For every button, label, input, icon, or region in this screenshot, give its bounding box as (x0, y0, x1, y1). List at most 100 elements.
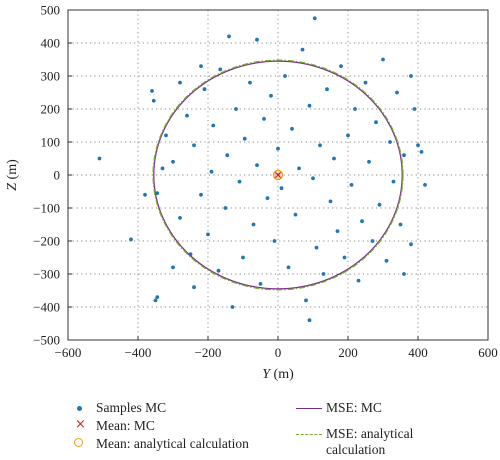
sample-point (339, 64, 343, 68)
legend-circle-icon (66, 436, 96, 452)
sample-point (211, 123, 216, 128)
y-axis-label-var: Z (5, 183, 20, 191)
y-tick-label: −100 (33, 201, 60, 216)
sample-point (321, 272, 326, 276)
sample-point (314, 245, 319, 250)
y-tick-label: 100 (41, 135, 61, 150)
sample-point (272, 239, 277, 243)
y-tick-label: −400 (33, 300, 60, 315)
sample-point (416, 143, 420, 148)
y-tick-label: 400 (41, 36, 61, 51)
x-tick-label: 400 (408, 345, 428, 360)
legend-label-mse-analytical-line1: MSE: analytical (326, 426, 414, 441)
legend-item-mse-mc: MSE: MC (296, 400, 382, 416)
sample-point (225, 153, 230, 158)
sample-point (155, 191, 160, 196)
x-tick-label: 200 (338, 345, 358, 360)
sample-point (377, 202, 382, 207)
x-axis-label-unit: (m) (270, 367, 294, 382)
sample-point (151, 98, 156, 103)
sample-point (332, 156, 336, 161)
y-axis-label-unit: (m) (5, 159, 20, 183)
sample-point (363, 80, 368, 85)
sample-point (402, 272, 406, 276)
legend-item-mean-analytical: Mean: analytical calculation (66, 436, 249, 452)
sample-point (409, 74, 413, 78)
sample-point (307, 318, 312, 323)
legend-label-mse-analytical-line2: calculation (326, 442, 386, 457)
scatter-chart: −600 −400 −200 0 200 400 600 −500 −400 −300 −200 −1… (5, 3, 498, 383)
axis-ticks: −600 −400 −200 0 200 400 600 −500 −400 −300 −200 −1… (33, 3, 498, 361)
sample-point (398, 222, 403, 227)
mean-analytical-marker (272, 169, 284, 181)
sample-point (262, 117, 266, 121)
sample-point (234, 107, 238, 111)
sample-point (311, 176, 315, 181)
sample-point (304, 298, 308, 303)
mean-mc-stroke (274, 171, 282, 179)
sample-point (402, 153, 406, 158)
sample-point (265, 196, 270, 201)
sample-point (230, 305, 235, 309)
sample-point (206, 232, 210, 237)
sample-point (342, 255, 347, 260)
mse-mc-ellipse (153, 60, 403, 290)
y-tick-label: −500 (33, 333, 60, 348)
sample-point (171, 265, 175, 270)
sample-point (171, 159, 175, 164)
x-tick-label: −600 (55, 345, 82, 360)
sample-point (391, 179, 396, 184)
sample-point (209, 169, 214, 174)
sample-point (395, 90, 399, 95)
sample-point (286, 265, 291, 270)
sample-point (129, 237, 133, 242)
sample-point (192, 143, 196, 148)
sample-point (160, 166, 165, 171)
sample-point (374, 120, 378, 125)
sample-point (384, 258, 389, 263)
sample-point (349, 183, 354, 187)
y-tick-label: −300 (33, 267, 60, 282)
sample-point (202, 87, 207, 92)
legend-solid-line-icon (296, 400, 326, 416)
y-tick-label: −200 (33, 234, 60, 249)
y-tick-label: 200 (41, 102, 61, 117)
sample-point (388, 140, 392, 144)
sample-point (276, 146, 280, 151)
sample-point (300, 47, 305, 52)
x-tick-label: 0 (275, 345, 282, 360)
sample-point (290, 126, 294, 131)
legend-label-mean-mc: Mean: MC (96, 418, 155, 433)
sample-point (423, 183, 427, 187)
sample-point (178, 80, 182, 85)
mean-markers (272, 169, 284, 181)
sample-point (185, 113, 189, 118)
legend-label-mse-mc: MSE: MC (326, 400, 382, 415)
y-axis-label: Z (m) (5, 159, 20, 191)
sample-point (293, 212, 298, 217)
sample-point (409, 242, 413, 247)
sample-point (255, 163, 259, 168)
sample-point (312, 16, 317, 21)
sample-point (258, 282, 263, 286)
sample-point (251, 222, 256, 227)
legend-dot-icon (66, 400, 96, 416)
sample-point (199, 64, 203, 68)
sample-point (328, 199, 333, 204)
sample-point (97, 156, 102, 161)
sample-point (325, 87, 329, 92)
legend-label-samples: Samples MC (96, 400, 167, 415)
mse-analytical-ellipse (152, 59, 404, 291)
sample-point (153, 298, 158, 303)
y-tick-label: 0 (54, 168, 61, 183)
y-tick-label: 500 (41, 3, 61, 18)
mse-ellipses (152, 59, 404, 291)
sample-point (353, 107, 357, 111)
legend-item-mean-mc: × Mean: MC (66, 417, 155, 434)
legend-item-mse-analytical: MSE: analytical calculation (296, 426, 413, 458)
sample-point (346, 133, 350, 138)
sample-point (164, 133, 168, 138)
y-tick-label: 300 (41, 69, 61, 84)
sample-points (97, 16, 427, 323)
sample-point (279, 186, 284, 191)
